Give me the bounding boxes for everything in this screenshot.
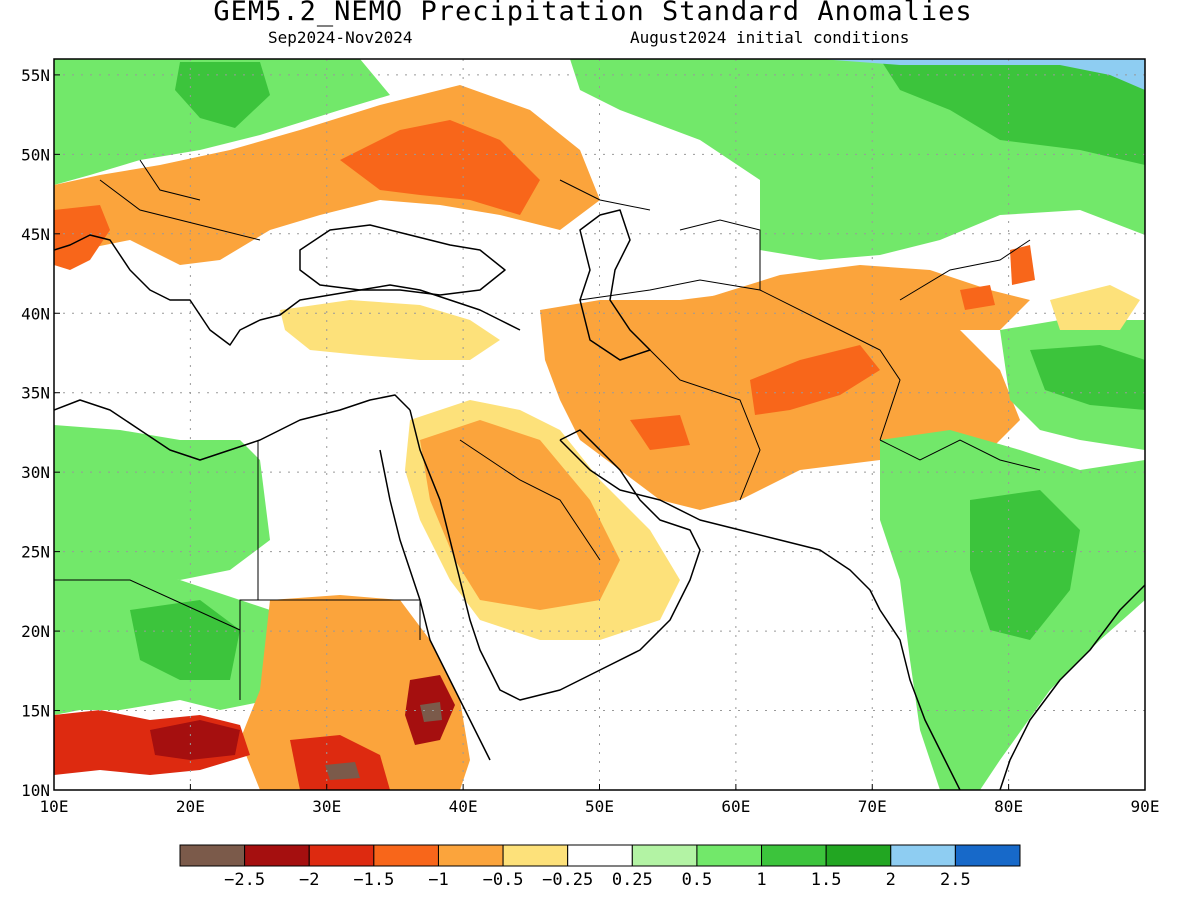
dry-region-kyrgyz-spot2	[1010, 245, 1035, 285]
lat-tick-label: 10N	[21, 781, 50, 800]
lat-tick-label: 25N	[21, 543, 50, 562]
green-region-libya	[54, 425, 270, 580]
brown-patch	[325, 762, 360, 780]
longitude-axis: 10E 20E 30E 40E 50E 60E 70E 80E 90E	[40, 784, 1160, 816]
colorbar-swatch	[954, 844, 1021, 867]
green-region-siberia-core	[880, 59, 1145, 165]
lat-tick-label: 50N	[21, 145, 50, 164]
lon-tick-label: 90E	[1131, 797, 1160, 816]
colorbar-swatch	[437, 844, 504, 867]
colorbar-label: 0.5	[682, 870, 713, 890]
green-region-china-core	[1030, 345, 1145, 410]
colorbar-swatch	[761, 844, 827, 867]
graticule	[54, 59, 1145, 790]
colorbar-swatch	[890, 844, 956, 867]
colorbar-label: −2.5	[224, 870, 265, 890]
dry-region-kazakh	[700, 265, 1030, 330]
colorbar-label: −1.5	[353, 870, 394, 890]
lat-tick-label: 15N	[21, 702, 50, 721]
lon-tick-label: 80E	[994, 797, 1023, 816]
colorbar-label: 0.25	[612, 870, 653, 890]
lat-tick-label: 20N	[21, 622, 50, 641]
lon-tick-label: 60E	[721, 797, 750, 816]
green-region-europe-core	[175, 62, 270, 128]
lat-tick-label: 40N	[21, 304, 50, 323]
dry-region-kyrgyz-spot	[960, 285, 995, 310]
dry-region-turkey	[280, 300, 500, 360]
green-region-india-core	[970, 490, 1080, 640]
latitude-axis: 55N 50N 45N 40N 35N 30N 25N 20N 15N 10N	[21, 66, 60, 800]
lat-tick-label: 45N	[21, 225, 50, 244]
colorbar-label: 2.5	[940, 870, 971, 890]
colorbar-label: −0.25	[542, 870, 593, 890]
blue-patch	[820, 59, 1145, 90]
lat-tick-label: 35N	[21, 384, 50, 403]
lon-tick-label: 40E	[449, 797, 478, 816]
colorbar: −2.5 −2 −1.5 −1 −0.5 −0.25 0.25 0.5 1 1.5 2 2.5	[179, 844, 1021, 890]
colorbar-label: 2	[886, 870, 896, 890]
dry-region-south-sudan	[290, 735, 390, 790]
colorbar-swatch	[502, 844, 569, 867]
colorbar-label: −2	[299, 870, 319, 890]
dry-region-iran-spot	[630, 415, 690, 450]
anomaly-field	[54, 59, 1145, 790]
lat-tick-label: 55N	[21, 66, 50, 85]
green-region-sahel-core	[130, 600, 240, 680]
lon-tick-label: 30E	[312, 797, 341, 816]
dry-region-afghanistan	[750, 345, 880, 415]
colorbar-label: −0.5	[483, 870, 524, 890]
lat-tick-label: 30N	[21, 463, 50, 482]
borders	[54, 159, 1041, 700]
colorbar-label: 1.5	[811, 870, 842, 890]
colorbar-swatch	[696, 844, 763, 867]
initial-conditions: August2024 initial conditions	[630, 28, 910, 47]
lon-tick-label: 10E	[40, 797, 69, 816]
colorbar-swatch	[373, 844, 439, 867]
colorbar-swatch	[179, 844, 246, 867]
brown-patch-ethiopia	[420, 702, 442, 722]
lon-tick-label: 20E	[176, 797, 205, 816]
forecast-period: Sep2024-Nov2024	[268, 28, 413, 47]
colorbar-swatch	[308, 844, 375, 867]
colorbar-swatch	[567, 844, 633, 867]
lon-tick-label: 50E	[585, 797, 614, 816]
lon-tick-label: 70E	[858, 797, 887, 816]
dry-region-italy	[54, 205, 110, 270]
dry-region-china-east	[1050, 285, 1140, 330]
colorbar-label: −1	[428, 870, 448, 890]
colorbar-label: 1	[756, 870, 766, 890]
dry-region-arabia-core	[420, 420, 620, 610]
dry-region-chad-core	[150, 720, 240, 760]
map-title: GEM5.2_NEMO Precipitation Standard Anoma…	[213, 0, 973, 27]
colorbar-swatch	[631, 844, 698, 867]
colorbar-swatch	[825, 844, 892, 867]
colorbar-swatch	[244, 844, 310, 867]
dry-region-russia-core	[340, 120, 540, 215]
